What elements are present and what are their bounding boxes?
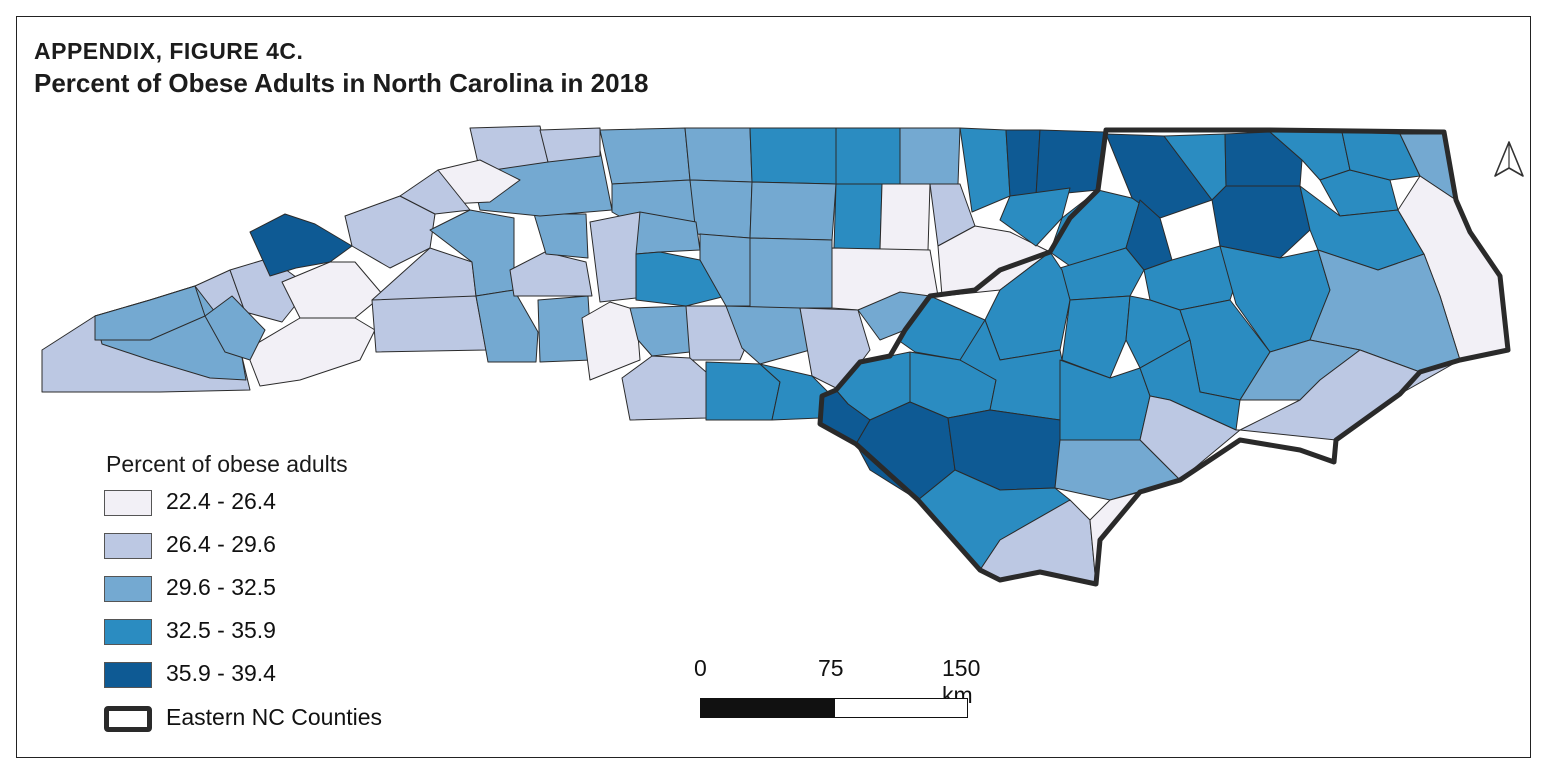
north-arrow-icon <box>1494 141 1524 177</box>
county <box>959 127 1011 213</box>
figure-label: APPENDIX, FIGURE 4C. <box>34 38 304 64</box>
legend-outline-label: Eastern NC Counties <box>166 704 383 730</box>
legend-swatch <box>104 619 152 645</box>
legend-title: Percent of obese adults <box>106 451 348 477</box>
legend-swatch <box>104 533 152 559</box>
county <box>599 127 691 185</box>
legend-swatch <box>104 490 152 516</box>
county <box>689 179 753 239</box>
county <box>725 305 811 365</box>
scale-bar: 0 75 150 km <box>690 655 990 725</box>
scale-segment-white <box>834 698 968 718</box>
county <box>1035 129 1105 197</box>
county <box>621 355 707 421</box>
county <box>635 211 701 255</box>
county <box>475 289 539 363</box>
legend-label: 29.6 - 32.5 <box>166 574 276 600</box>
county <box>204 295 266 361</box>
county <box>1319 169 1399 217</box>
legend-swatch-outline <box>104 706 152 732</box>
county <box>999 187 1071 247</box>
legend-label: 32.5 - 35.9 <box>166 617 276 643</box>
county <box>833 183 883 251</box>
legend-label: 26.4 - 29.6 <box>166 531 276 557</box>
county <box>533 213 589 259</box>
legend-swatch <box>104 576 152 602</box>
eastern-nc-outline <box>817 127 1511 587</box>
scale-segment-black <box>700 698 836 718</box>
county <box>371 295 487 353</box>
legend-swatch <box>104 662 152 688</box>
county <box>399 169 471 215</box>
county <box>1005 129 1041 197</box>
county <box>94 285 206 341</box>
county <box>245 317 376 387</box>
county <box>1061 295 1131 379</box>
county <box>281 261 384 319</box>
county <box>249 213 353 277</box>
county <box>684 127 753 183</box>
legend-label: 35.9 - 39.4 <box>166 660 276 686</box>
county <box>509 251 593 297</box>
county <box>749 237 833 309</box>
county <box>835 127 901 185</box>
county <box>899 127 961 185</box>
figure-frame <box>16 16 1531 758</box>
county <box>1105 133 1213 219</box>
county <box>879 183 931 251</box>
county <box>749 127 837 185</box>
county <box>589 211 641 303</box>
scale-label-0: 0 <box>694 655 707 681</box>
county <box>539 127 601 163</box>
legend-label: 22.4 - 26.4 <box>166 488 276 514</box>
county <box>749 181 837 241</box>
scale-label-75: 75 <box>818 655 844 681</box>
figure-title: Percent of Obese Adults in North Carolin… <box>34 68 649 98</box>
